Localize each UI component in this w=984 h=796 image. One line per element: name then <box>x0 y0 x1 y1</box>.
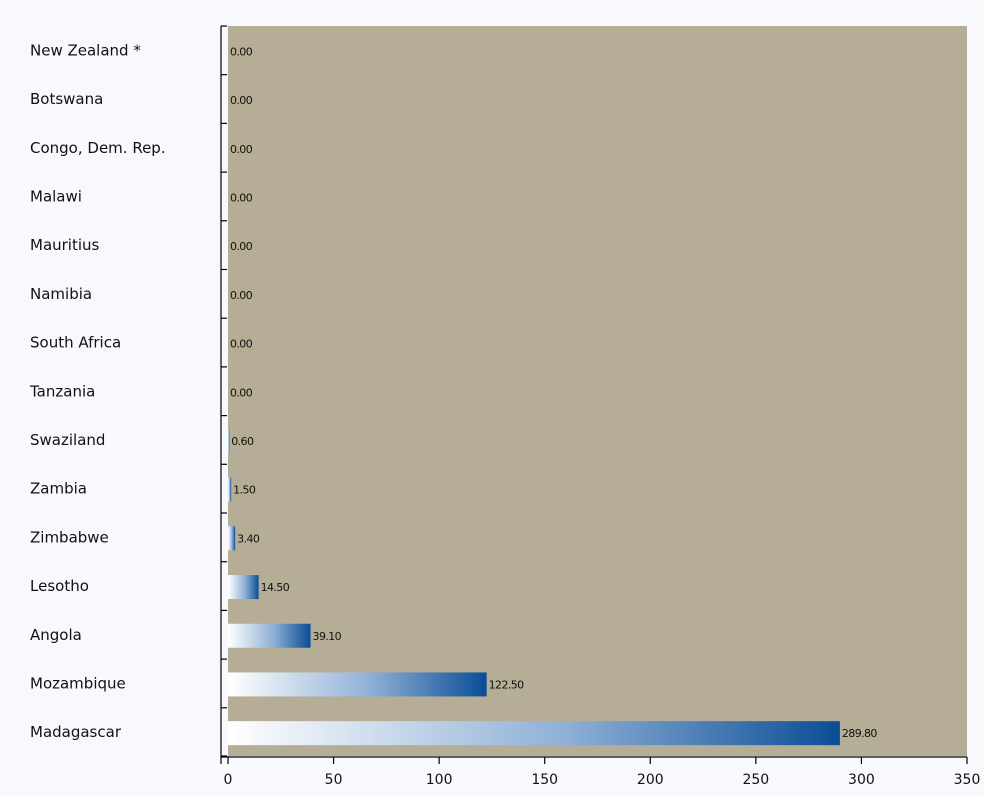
value-label: 14.50 <box>261 581 290 594</box>
x-tick-label: 150 <box>531 772 558 788</box>
bar <box>228 477 232 502</box>
category-label: Angola <box>30 626 82 644</box>
value-label: 0.00 <box>230 386 253 399</box>
bar <box>228 575 259 600</box>
value-label: 0.60 <box>231 435 254 448</box>
value-label: 39.10 <box>313 630 342 643</box>
x-tick-label: 250 <box>742 772 769 788</box>
category-label: Congo, Dem. Rep. <box>30 139 166 157</box>
category-label: Malawi <box>30 187 82 205</box>
category-label: Namibia <box>30 285 92 303</box>
x-tick-label: 0 <box>224 772 233 788</box>
category-label: Zambia <box>30 480 87 498</box>
category-label: Zimbabwe <box>30 528 109 546</box>
category-label: Tanzania <box>29 382 95 400</box>
axis-layer <box>220 25 968 764</box>
bar <box>228 721 840 746</box>
category-label: Lesotho <box>30 577 89 595</box>
bar <box>228 526 236 551</box>
category-label: Madagascar <box>30 723 122 741</box>
value-label: 0.00 <box>230 94 253 107</box>
value-label: 122.50 <box>489 678 524 691</box>
value-label: 0.00 <box>230 45 253 58</box>
value-label: 0.00 <box>230 143 253 156</box>
category-label: Mauritius <box>30 236 100 254</box>
value-label: 1.50 <box>233 484 256 497</box>
bar <box>228 428 230 453</box>
x-tick-label: 300 <box>848 772 875 788</box>
bar <box>228 672 487 697</box>
value-label: 0.00 <box>230 240 253 253</box>
x-tick-label: 50 <box>325 772 343 788</box>
bar <box>228 623 311 648</box>
value-label: 0.00 <box>230 289 253 302</box>
x-tick-label: 350 <box>954 772 981 788</box>
category-label: Swaziland <box>30 431 105 449</box>
plot-background <box>228 26 967 756</box>
x-tick-label: 200 <box>637 772 664 788</box>
title-strip <box>0 0 984 8</box>
labels-layer: New Zealand * 0.00 Botswana 0.00 Congo, Dem.… <box>29 41 980 788</box>
value-label: 289.80 <box>842 727 877 740</box>
category-label: South Africa <box>30 334 121 352</box>
value-label: 3.40 <box>237 532 260 545</box>
value-label: 0.00 <box>230 338 253 351</box>
category-label: New Zealand * <box>30 41 141 59</box>
category-label: Botswana <box>30 90 103 108</box>
value-label: 0.00 <box>230 191 253 204</box>
bars-layer <box>228 428 840 746</box>
category-label: Mozambique <box>30 674 126 692</box>
x-tick-label: 100 <box>426 772 453 788</box>
